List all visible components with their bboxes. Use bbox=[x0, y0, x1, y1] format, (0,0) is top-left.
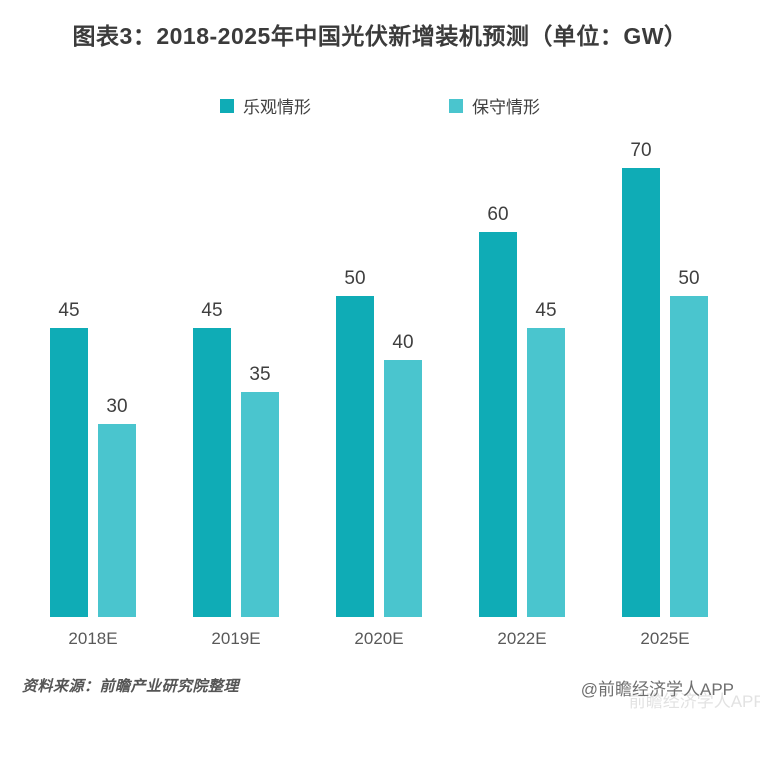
bar-value-label: 30 bbox=[106, 396, 128, 418]
chart-legend: 乐观情形 保守情形 bbox=[0, 93, 760, 118]
bar-value-label: 45 bbox=[201, 300, 223, 322]
legend-item-0: 乐观情形 bbox=[220, 93, 311, 118]
x-axis-label: 2025E bbox=[640, 629, 690, 649]
bar-乐观情形-2022E bbox=[479, 232, 517, 618]
legend-label: 保守情形 bbox=[472, 98, 540, 118]
bar-column: 45 bbox=[193, 300, 231, 618]
credit-wrap: 前瞻经济学人APP @前瞻经济学人APP bbox=[580, 675, 760, 711]
credit-handle: @前瞻经济学人APP bbox=[580, 680, 734, 700]
bar-column: 45 bbox=[527, 300, 565, 618]
bar-保守情形-2018E bbox=[98, 424, 136, 618]
legend-label: 乐观情形 bbox=[243, 98, 311, 118]
legend-swatch-icon bbox=[449, 98, 463, 113]
bar-value-label: 45 bbox=[58, 300, 80, 322]
bar-乐观情形-2018E bbox=[50, 328, 88, 618]
bar-group-2025E: 70 50 bbox=[622, 140, 708, 618]
bar-保守情形-2025E bbox=[670, 296, 708, 618]
bar-保守情形-2022E bbox=[527, 328, 565, 618]
bar-value-label: 60 bbox=[487, 204, 509, 226]
bar-保守情形-2019E bbox=[241, 392, 279, 618]
bar-column: 35 bbox=[241, 364, 279, 618]
bar-value-label: 50 bbox=[678, 268, 700, 290]
bar-group-2020E: 50 40 bbox=[336, 268, 422, 618]
bar-value-label: 35 bbox=[249, 364, 271, 386]
bar-column: 30 bbox=[98, 396, 136, 618]
bar-group-2018E: 45 30 bbox=[50, 300, 136, 618]
bar-column: 45 bbox=[50, 300, 88, 618]
x-axis-labels: 2018E 2019E 2020E 2022E 2025E bbox=[0, 629, 760, 649]
bar-column: 50 bbox=[336, 268, 374, 618]
bar-column: 50 bbox=[670, 268, 708, 618]
legend-swatch-icon bbox=[220, 98, 234, 113]
bar-column: 40 bbox=[384, 332, 422, 618]
legend-item-1: 保守情形 bbox=[449, 93, 540, 118]
data-source-note: 资料来源：前瞻产业研究院整理 bbox=[22, 678, 240, 696]
bar-保守情形-2020E bbox=[384, 360, 422, 618]
chart-page: 图表3：2018-2025年中国光伏新增装机预测（单位：GW） 乐观情形 保守情形… bbox=[0, 20, 760, 782]
chart-footer: 资料来源：前瞻产业研究院整理 前瞻经济学人APP @前瞻经济学人APP bbox=[0, 675, 760, 711]
bar-乐观情形-2025E bbox=[622, 168, 660, 618]
x-axis-label: 2018E bbox=[68, 629, 118, 649]
bar-column: 70 bbox=[622, 140, 660, 618]
chart-title: 图表3：2018-2025年中国光伏新增装机预测（单位：GW） bbox=[72, 23, 688, 49]
bar-chart-plot-area: 45 30 45 35 50 40 60 45 70 50 bbox=[0, 134, 760, 618]
bar-value-label: 50 bbox=[344, 268, 366, 290]
bar-column: 60 bbox=[479, 204, 517, 618]
bar-乐观情形-2020E bbox=[336, 296, 374, 618]
watermark-text: 前瞻经济学人APP bbox=[628, 692, 760, 712]
bar-乐观情形-2019E bbox=[193, 328, 231, 618]
x-axis-label: 2022E bbox=[497, 629, 547, 649]
bar-group-2019E: 45 35 bbox=[193, 300, 279, 618]
bar-group-2022E: 60 45 bbox=[479, 204, 565, 618]
x-axis-label: 2019E bbox=[211, 629, 261, 649]
x-axis-label: 2020E bbox=[354, 629, 404, 649]
bar-value-label: 40 bbox=[392, 332, 414, 354]
bar-value-label: 45 bbox=[535, 300, 557, 322]
bar-value-label: 70 bbox=[630, 140, 652, 162]
